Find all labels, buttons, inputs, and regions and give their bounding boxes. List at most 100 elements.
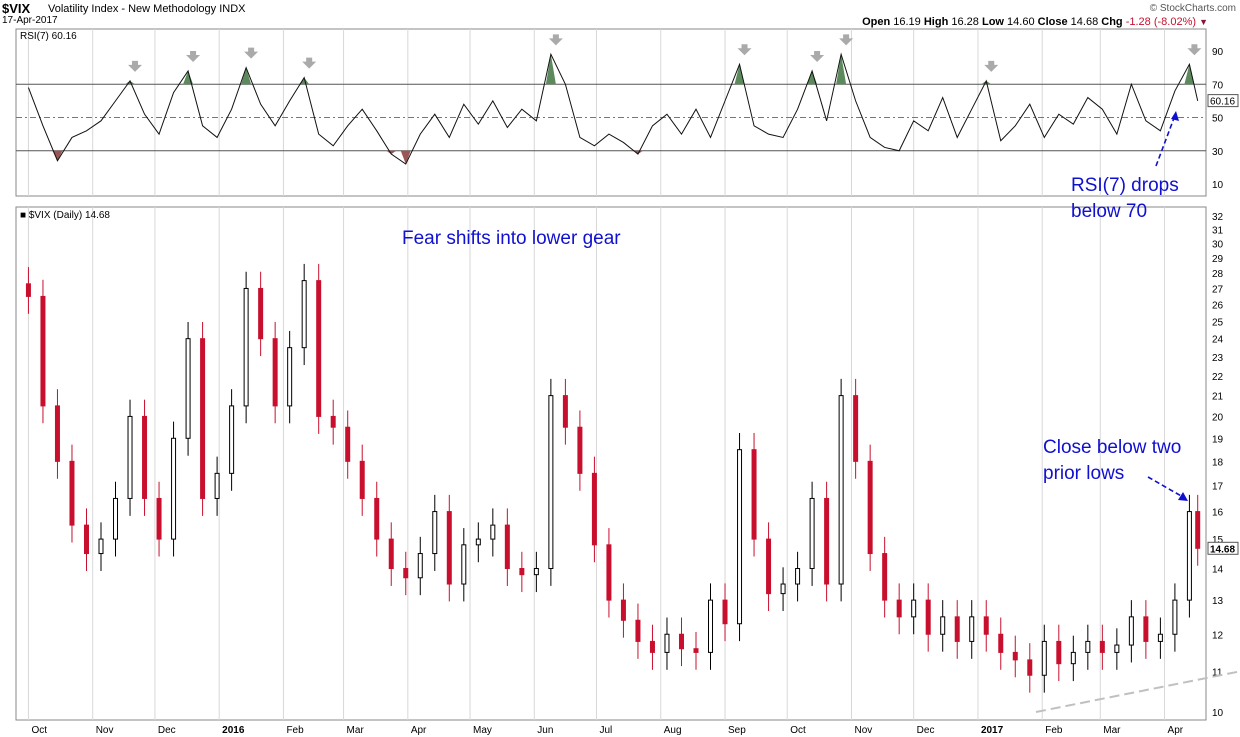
support-trendline: [1035, 670, 1240, 713]
candle-body: [954, 616, 960, 642]
candle-body: [1114, 644, 1120, 653]
candle-body: [1085, 640, 1091, 653]
rsi-y-tick-label: 70: [1212, 80, 1224, 91]
rsi-oversold-fill: [52, 150, 63, 161]
candle-body: [983, 616, 989, 635]
candle-body: [998, 633, 1004, 653]
price-y-tick-label: 10: [1212, 708, 1224, 719]
candle-body: [1172, 599, 1178, 635]
x-tick-label: Dec: [917, 725, 935, 736]
x-tick-label: Mar: [1103, 725, 1121, 736]
rsi-peak-marker-icon: [186, 50, 201, 62]
candle-body: [1027, 659, 1033, 676]
annotation-fear: Fear shifts into lower gear: [402, 228, 621, 249]
x-tick-label: Mar: [347, 725, 365, 736]
price-y-tick-label: 30: [1212, 240, 1224, 251]
candle-body: [142, 415, 148, 499]
chart-date: 17-Apr-2017: [2, 15, 58, 26]
rsi-last-value-tag: [1207, 94, 1239, 108]
price-y-tick-label: 12: [1212, 630, 1224, 641]
candle-body: [649, 640, 655, 653]
x-tick-label: Jun: [537, 725, 553, 736]
candle-body: [113, 497, 119, 540]
candle-body: [345, 426, 351, 462]
candle-body: [1157, 633, 1163, 642]
candle-body: [577, 426, 583, 474]
price-y-tick-label: 27: [1212, 284, 1224, 295]
candle-body: [708, 599, 714, 653]
price-panel-frame: [15, 206, 1207, 721]
high-value: 16.28: [951, 16, 979, 28]
candle-body: [620, 599, 626, 621]
price-y-tick-label: 28: [1212, 269, 1224, 280]
candle-body: [896, 599, 902, 618]
candle-body: [1041, 640, 1047, 676]
candle-body: [606, 544, 612, 601]
chg-value: -1.28 (-8.02%): [1125, 16, 1197, 28]
rsi-oversold-fill: [400, 150, 411, 165]
rsi-peak-marker-icon: [548, 34, 563, 46]
rsi-peak-marker-icon: [128, 60, 143, 72]
price-last-value-label: 14.68: [1210, 544, 1235, 555]
candle-body: [533, 568, 539, 576]
candle-body: [737, 449, 743, 625]
price-last-value-tag: [1207, 541, 1239, 555]
candle-body: [678, 633, 684, 650]
annotation-close-arrowhead-icon: [1178, 492, 1188, 501]
x-tick-label: Apr: [411, 725, 427, 736]
price-y-tick-label: 25: [1212, 317, 1224, 328]
candle-body: [635, 619, 641, 642]
candle-body: [98, 538, 104, 555]
candle-body: [751, 449, 757, 540]
candle-body: [200, 338, 206, 499]
rsi-y-tick-label: 30: [1212, 147, 1224, 158]
candle-body: [504, 524, 510, 570]
price-y-tick-label: 24: [1212, 335, 1224, 346]
x-tick-label: Nov: [854, 725, 872, 736]
candle-body: [722, 599, 728, 625]
price-y-tick-label: 13: [1212, 596, 1224, 607]
price-y-tick-label: 31: [1212, 226, 1224, 237]
quote-summary: Open 16.19 High 16.28 Low 14.60 Close 14…: [862, 16, 1208, 28]
price-y-tick-label: 21: [1212, 392, 1224, 403]
rsi-peak-marker-icon: [984, 60, 999, 72]
candle-body: [83, 524, 89, 555]
candle-body: [461, 544, 467, 585]
brand-credit: © StockCharts.com: [1149, 3, 1236, 14]
candle-body: [359, 460, 365, 499]
candle-body: [1186, 511, 1192, 601]
description-text: Volatility Index - New Methodology: [48, 3, 217, 15]
rsi-y-tick-label: 90: [1212, 47, 1224, 58]
candle-body: [519, 568, 525, 576]
candle-body: [780, 583, 786, 595]
candle-body: [1128, 616, 1134, 646]
price-y-tick-label: 32: [1212, 212, 1224, 223]
candle-body: [475, 538, 481, 546]
rsi-peak-marker-icon: [810, 50, 825, 62]
rsi-panel-frame: [15, 28, 1207, 197]
candle-body: [1012, 651, 1018, 661]
exchange-text: INDX: [219, 3, 246, 15]
candle-body: [693, 648, 699, 653]
candle-body: [229, 405, 235, 474]
rsi-overbought-fill: [836, 54, 847, 85]
candle-body: [25, 283, 31, 297]
price-y-tick-label: 15: [1212, 535, 1224, 546]
annotation-rsi-arrow-line: [1155, 117, 1175, 167]
candle-body: [809, 497, 815, 570]
x-tick-label: Aug: [664, 725, 682, 736]
rsi-y-tick-label: 50: [1212, 114, 1224, 125]
x-tick-label: 2017: [981, 725, 1004, 736]
candle-body: [403, 568, 409, 579]
x-tick-label: 2016: [222, 725, 245, 736]
rsi-peak-marker-icon: [302, 57, 317, 69]
price-y-tick-label: 19: [1212, 434, 1224, 445]
candle-body: [867, 460, 873, 555]
low-label: Low: [981, 16, 1004, 28]
candle-body: [214, 472, 220, 499]
price-y-tick-label: 26: [1212, 301, 1224, 312]
open-value: 16.19: [893, 16, 921, 28]
candle-body: [1143, 616, 1149, 642]
chg-label: Chg: [1101, 16, 1123, 28]
